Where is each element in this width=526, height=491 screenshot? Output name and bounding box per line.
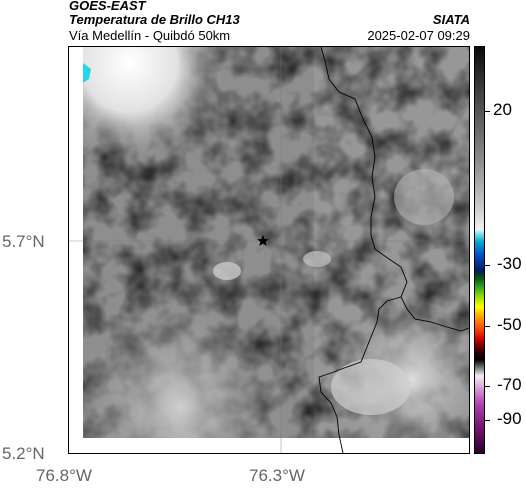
brightness-temperature-layer [83,47,469,438]
temperature-colorbar [474,46,485,454]
lon-tick-label: 76.3°W [249,466,305,485]
star-icon [257,235,269,246]
organization-label: SIATA [432,12,470,27]
map-canvas [69,47,469,453]
colorbar-tick [485,326,490,327]
product-title: Temperatura de Brillo CH13 [69,12,240,27]
route-subtitle: Vía Medellín - Quibdó 50km [69,28,231,43]
colorbar-tick-label: -50 [497,315,522,334]
cold-cloud-patch [83,63,91,83]
colorbar-tick-label: -90 [497,409,522,428]
colorbar-tick-label: 20 [493,100,512,119]
lon-tick-label: 76.8°W [36,466,92,485]
lat-tick-label: 5.7°N [2,232,45,251]
satellite-title: GOES-EAST [69,0,146,13]
colorbar-tick [485,420,490,421]
colorbar-tick [485,111,490,112]
boundary-lines [318,47,469,453]
colorbar-tick [485,265,490,266]
lat-tick-label: 5.2°N [2,444,45,463]
colorbar-tick-label: -70 [497,375,522,394]
colorbar-tick-label: -30 [497,254,522,273]
gridlines [69,47,469,453]
satellite-map[interactable] [68,46,470,454]
datetime-label: 2025-02-07 09:29 [367,28,470,43]
colorbar-tick [485,386,490,387]
